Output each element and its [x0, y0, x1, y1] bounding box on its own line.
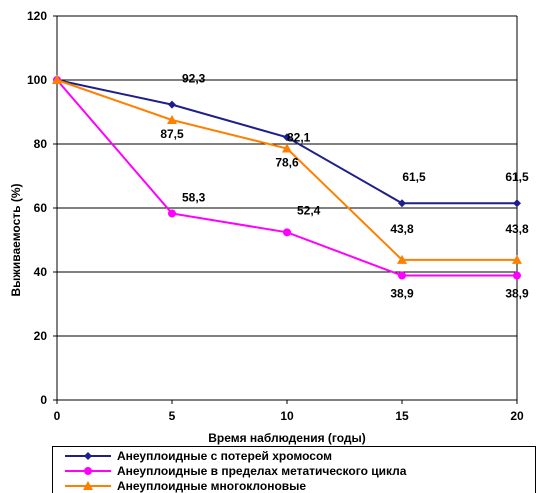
series-line-2 [56, 79, 517, 277]
data-point-diamond [168, 100, 176, 109]
data-point-diamond [283, 133, 291, 142]
data-label: 52,4 [297, 203, 321, 217]
y-tick-label: 20 [34, 329, 48, 343]
legend-label-series-2: Анеуплоидные в пределах метатического ци… [117, 464, 407, 478]
y-axis-title: Выживаемость (%) [9, 183, 23, 296]
x-tick-label: 5 [169, 409, 176, 423]
data-point-triangle [167, 115, 177, 124]
y-tick-label: 0 [40, 393, 47, 407]
y-tick-label: 80 [34, 137, 48, 151]
data-point-triangle [397, 254, 407, 264]
data-label: 58,3 [182, 190, 206, 204]
legend-label-series-3: Анеуплоидные многоклоновые [117, 479, 307, 493]
data-label: 38,9 [505, 287, 529, 301]
legend-item-series-1: Анеуплоидные с потерей хромосом [63, 449, 332, 463]
legend-marker-diamond [65, 452, 111, 460]
data-labels: 92,3 82,1 61,5 61,5 58,3 52,4 38,9 38,9 87,5 78,6… [160, 72, 529, 301]
legend-item-series-3: Анеуплоидные многоклоновые [63, 479, 306, 493]
data-point-triangle [282, 143, 292, 153]
x-tick-label: 0 [54, 409, 61, 423]
y-tick-labels: 0 20 40 60 80 100 120 [27, 9, 47, 407]
x-tick-label: 15 [395, 409, 409, 423]
legend-item-series-2: Анеуплоидные в пределах метатического ци… [63, 464, 406, 478]
data-point-circle [283, 228, 291, 237]
x-axis-title: Время наблюдения (годы) [208, 431, 366, 445]
data-point-diamond [513, 199, 521, 208]
y-tick-label: 40 [34, 265, 48, 279]
data-point-triangle [512, 254, 522, 264]
data-point-circle [168, 209, 176, 218]
data-label: 82,1 [287, 130, 311, 144]
data-point-circle [398, 271, 406, 280]
legend-marker-circle [65, 467, 111, 475]
data-point-diamond [398, 199, 406, 208]
data-point-circle [513, 271, 521, 280]
y-tick-label: 60 [34, 201, 48, 215]
legend-marker-triangle [65, 481, 111, 490]
grid-lines [57, 15, 517, 337]
data-label: 78,6 [275, 155, 299, 169]
y-tick-label: 100 [27, 73, 47, 87]
data-label: 43,8 [390, 222, 414, 236]
data-label: 92,3 [182, 72, 206, 86]
legend-label-series-1: Анеуплоидные с потерей хромосом [117, 449, 332, 463]
x-tick-labels: 0 5 10 15 20 [54, 409, 524, 423]
legend: Анеуплоидные с потерей хромосом Анеуплои… [52, 446, 536, 493]
data-label: 87,5 [160, 127, 184, 141]
data-label: 61,5 [402, 170, 426, 184]
data-label: 38,9 [390, 287, 414, 301]
axes [53, 15, 518, 404]
x-tick-label: 10 [280, 409, 294, 423]
series-group [52, 75, 522, 280]
y-tick-label: 120 [27, 9, 47, 23]
data-label: 43,8 [505, 222, 529, 236]
x-tick-label: 20 [510, 409, 524, 423]
data-label: 61,5 [505, 170, 529, 184]
data-point-triangle [52, 75, 62, 84]
